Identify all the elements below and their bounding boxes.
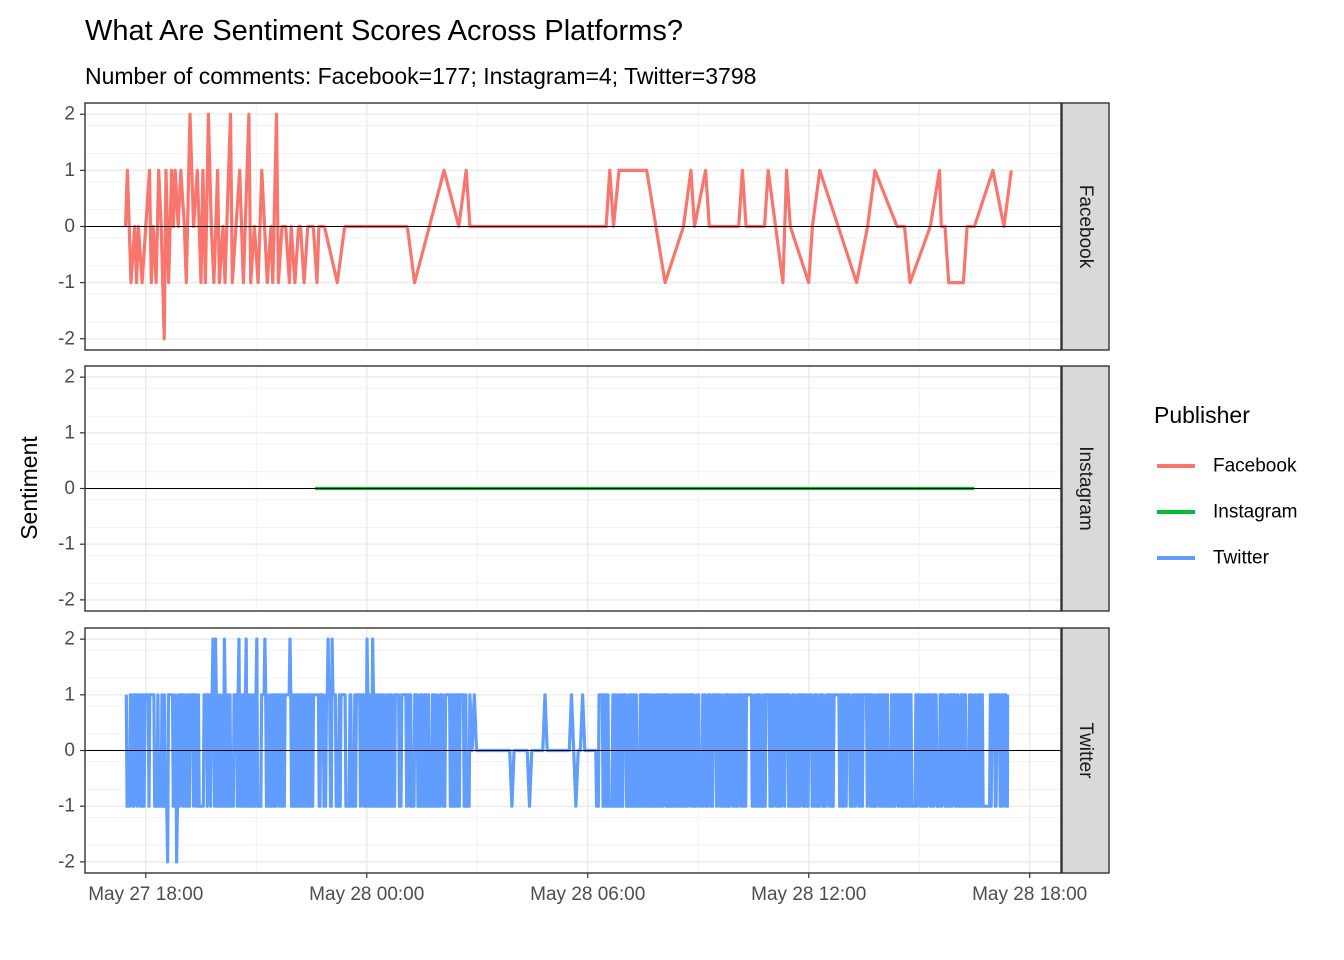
facet-panels: Facebook -2 -1 0 1 2 Instagram -2 -1 0 1 2 Twitter -2…	[58, 102, 1110, 874]
x-tick-label: May 28 12:00	[751, 884, 866, 905]
legend-label-twitter: Twitter	[1213, 548, 1270, 569]
y-tick-label: 2	[64, 367, 75, 388]
chart-title: What Are Sentiment Scores Across Platfor…	[85, 15, 683, 47]
minor-gridlines	[85, 366, 1061, 612]
twitter-sentiment-line	[124, 637, 1010, 864]
x-tick-label: May 28 00:00	[309, 884, 424, 905]
y-tick-label: -2	[58, 328, 75, 349]
y-tick-label: -2	[58, 851, 75, 872]
facet-panel-twitter: Twitter -2 -1 0 1 2	[58, 627, 1110, 874]
chart-subtitle: Number of comments: Facebook=177; Instag…	[85, 63, 756, 89]
y-tick-label: -1	[58, 272, 75, 293]
facet-panel-facebook: Facebook -2 -1 0 1 2	[58, 102, 1110, 351]
y-tick-label: 2	[64, 104, 75, 125]
legend-title: Publisher	[1154, 402, 1250, 428]
y-tick-label: 1	[64, 684, 75, 705]
x-tick-label: May 27 18:00	[88, 884, 203, 905]
facebook-sentiment-line	[123, 112, 1013, 341]
legend-label-facebook: Facebook	[1213, 456, 1297, 477]
y-tick-label: -1	[58, 534, 75, 555]
facet-strip-label: Instagram	[1075, 446, 1096, 530]
facet-strip	[1061, 627, 1110, 874]
y-tick-label: 2	[64, 629, 75, 650]
x-tick-label: May 28 18:00	[972, 884, 1087, 905]
y-tick-label: 0	[64, 478, 75, 499]
y-tick-label: 1	[64, 422, 75, 443]
facet-strip	[1061, 365, 1110, 612]
x-tick-label: May 28 06:00	[530, 884, 645, 905]
facet-strip-label: Facebook	[1075, 185, 1096, 269]
y-tick-label: -1	[58, 796, 75, 817]
y-tick-label: 0	[64, 216, 75, 237]
facet-panel-instagram: Instagram -2 -1 0 1 2	[58, 365, 1110, 612]
y-tick-label: -2	[58, 589, 75, 610]
y-tick-label: 0	[64, 740, 75, 761]
y-tick-label: 1	[64, 160, 75, 181]
y-axis-title: Sentiment	[16, 436, 42, 540]
facet-strip	[1061, 102, 1110, 351]
legend-label-instagram: Instagram	[1213, 502, 1297, 523]
x-axis: May 27 18:00 May 28 00:00 May 28 06:00 May …	[88, 873, 1087, 905]
legend: Publisher Facebook Instagram Twitter	[1154, 402, 1297, 569]
facet-strip-label: Twitter	[1075, 723, 1096, 780]
